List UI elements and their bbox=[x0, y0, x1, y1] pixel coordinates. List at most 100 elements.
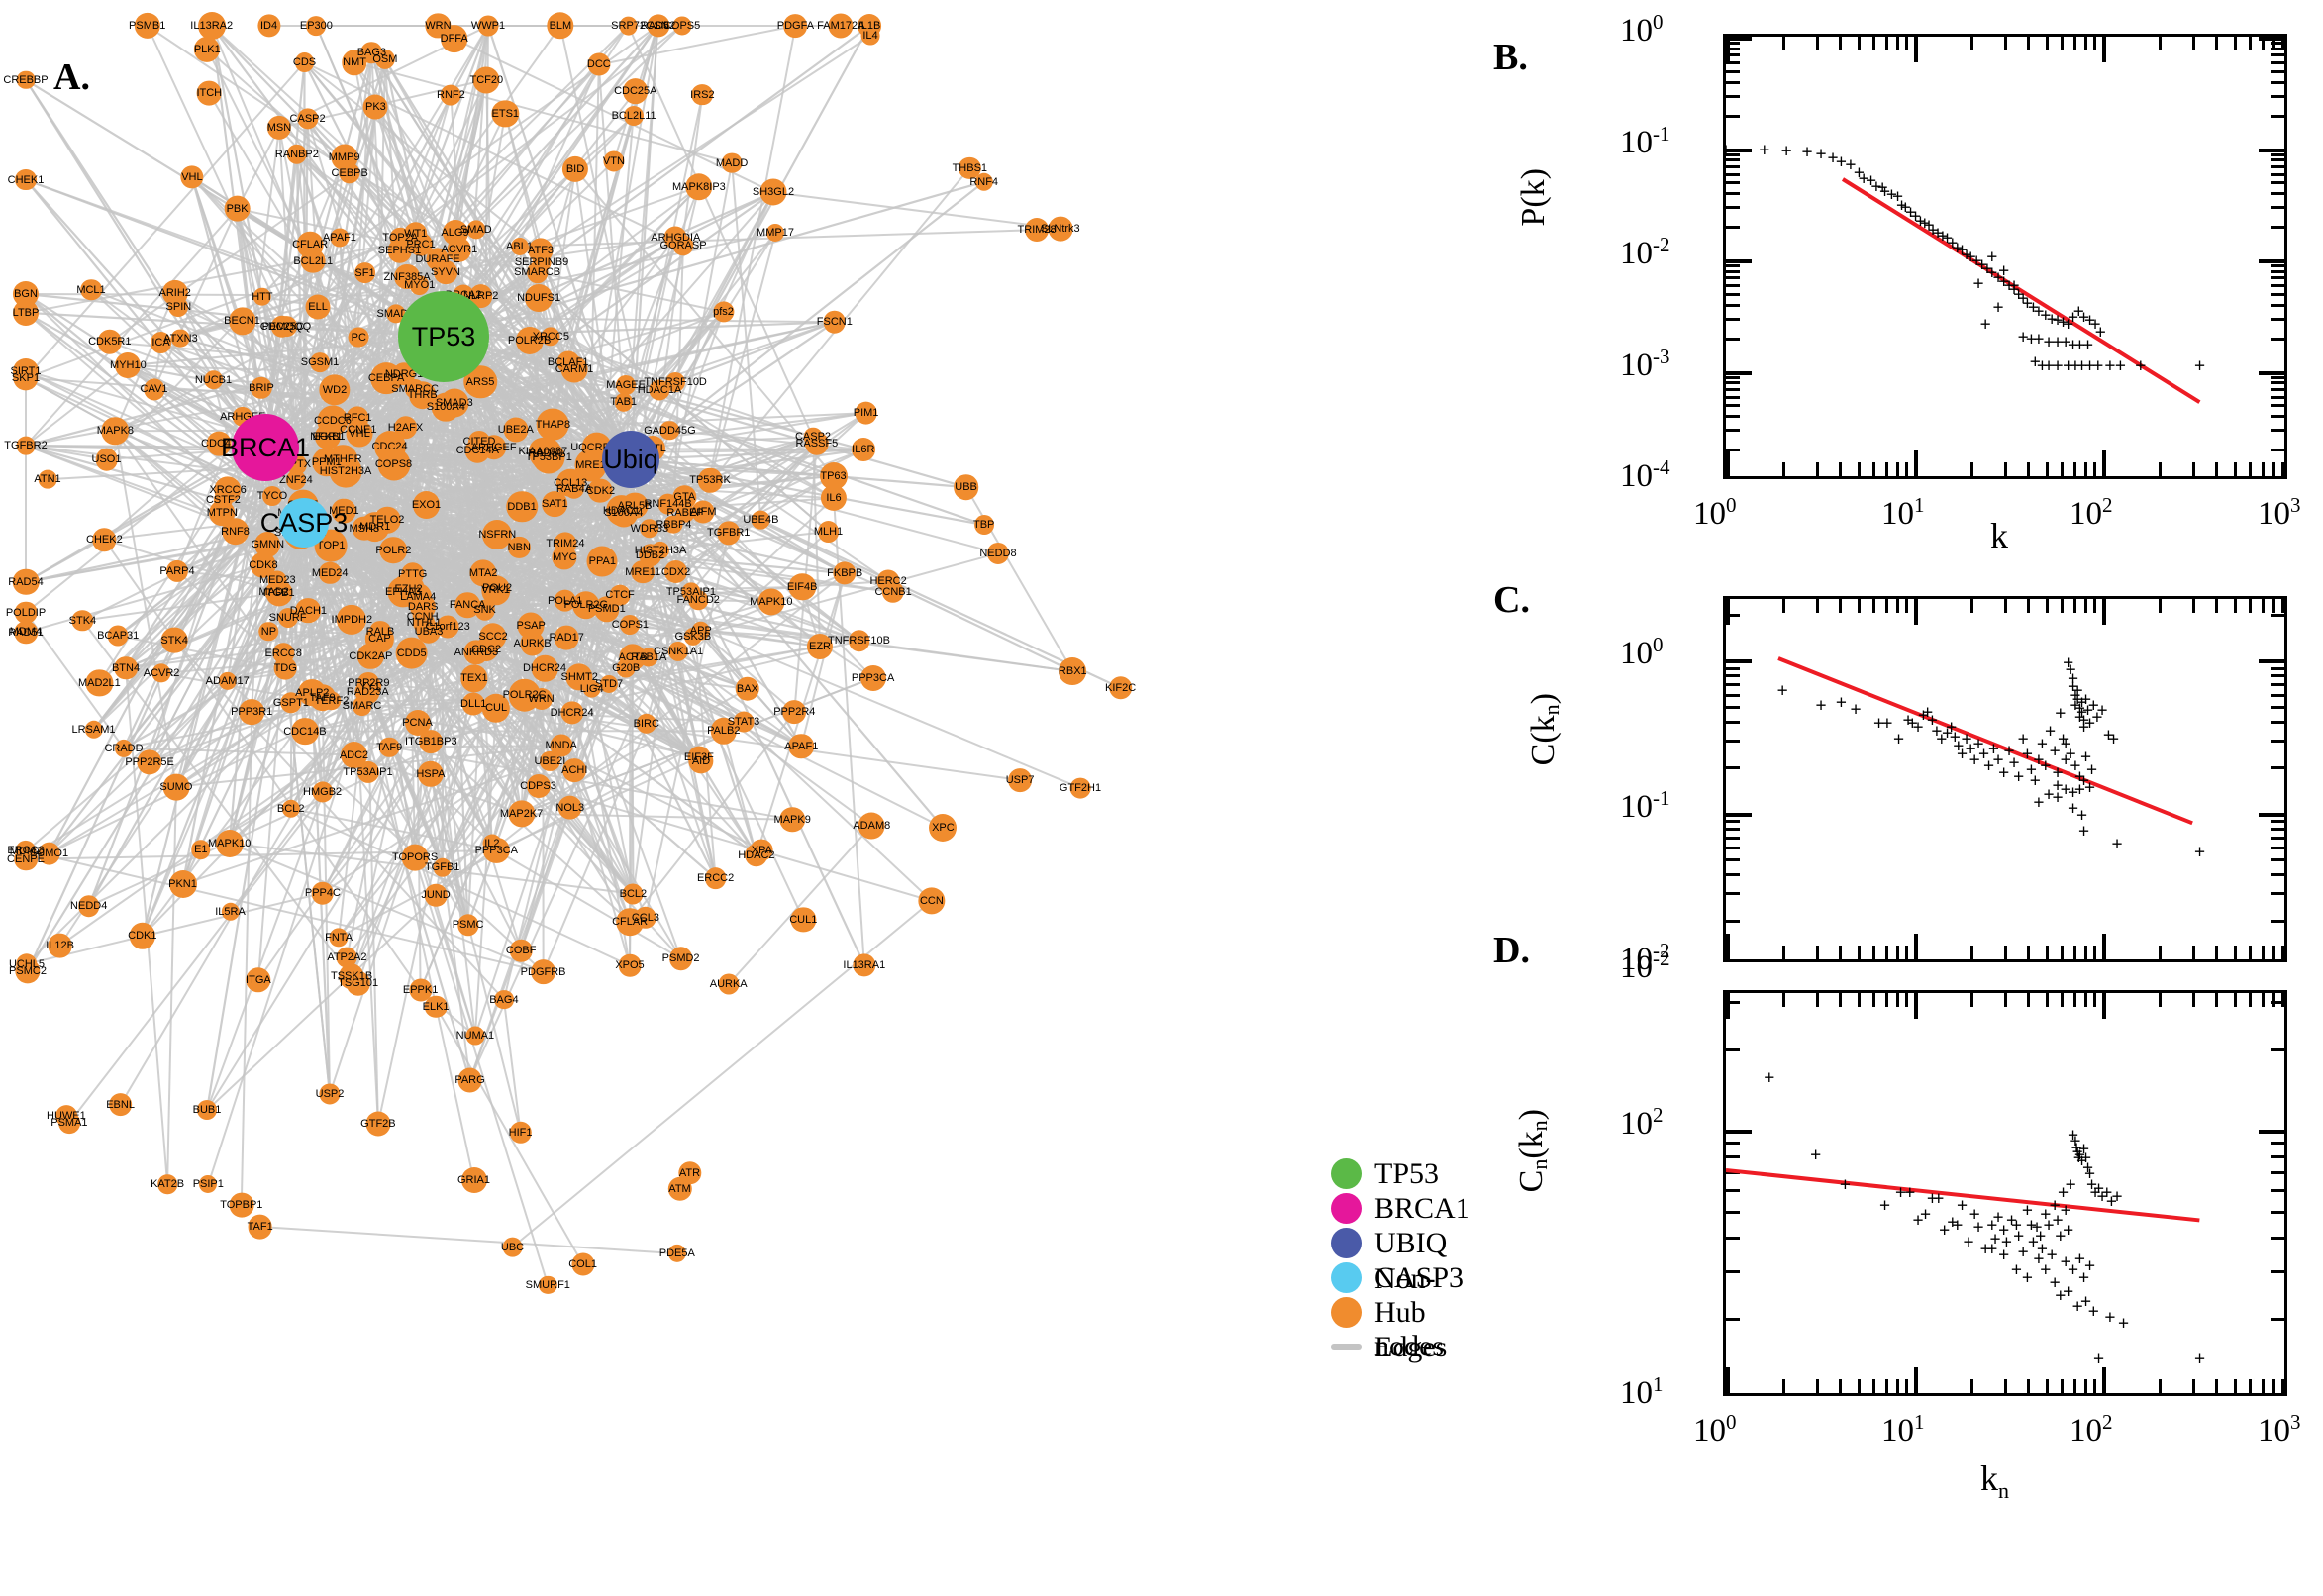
network-node[interactable] bbox=[228, 307, 256, 336]
network-node[interactable] bbox=[614, 393, 633, 412]
network-node[interactable] bbox=[691, 83, 714, 106]
network-node[interactable] bbox=[783, 14, 808, 38]
network-node[interactable] bbox=[280, 691, 302, 714]
network-node[interactable] bbox=[392, 572, 425, 606]
network-node[interactable] bbox=[425, 13, 451, 39]
network-node[interactable] bbox=[503, 417, 529, 443]
network-node[interactable] bbox=[819, 461, 848, 490]
hub-node-ubiq[interactable]: Ubiq bbox=[602, 431, 659, 488]
network-node[interactable] bbox=[539, 1275, 557, 1295]
network-node[interactable] bbox=[191, 840, 211, 859]
network-node[interactable] bbox=[266, 115, 292, 141]
network-node[interactable] bbox=[526, 773, 551, 798]
network-node[interactable] bbox=[454, 592, 480, 618]
network-node[interactable] bbox=[160, 627, 188, 654]
network-node[interactable] bbox=[258, 621, 279, 642]
network-node[interactable] bbox=[563, 478, 585, 500]
network-node[interactable] bbox=[646, 14, 670, 38]
network-node[interactable] bbox=[817, 520, 840, 543]
network-node[interactable] bbox=[401, 844, 429, 871]
network-node[interactable] bbox=[281, 799, 300, 818]
network-node[interactable] bbox=[92, 528, 117, 551]
network-node[interactable] bbox=[329, 928, 349, 948]
network-node[interactable] bbox=[472, 66, 500, 93]
network-node[interactable] bbox=[587, 478, 613, 503]
network-node[interactable] bbox=[782, 700, 807, 725]
network-node[interactable] bbox=[250, 551, 277, 579]
network-node[interactable] bbox=[378, 737, 400, 757]
network-node[interactable] bbox=[752, 511, 770, 530]
network-node[interactable] bbox=[531, 654, 558, 682]
network-node[interactable] bbox=[710, 717, 737, 745]
network-node[interactable] bbox=[16, 70, 36, 90]
network-node[interactable] bbox=[603, 150, 625, 172]
network-node[interactable] bbox=[562, 757, 587, 782]
network-node[interactable] bbox=[848, 630, 870, 652]
network-node[interactable] bbox=[828, 13, 854, 39]
network-node[interactable] bbox=[620, 615, 641, 636]
network-node[interactable] bbox=[881, 580, 905, 604]
network-node[interactable] bbox=[16, 436, 36, 455]
network-node[interactable] bbox=[359, 512, 390, 543]
network-node[interactable] bbox=[318, 561, 342, 585]
network-node[interactable] bbox=[634, 906, 657, 930]
network-node[interactable] bbox=[636, 713, 656, 734]
network-node[interactable] bbox=[622, 78, 649, 105]
network-node[interactable] bbox=[918, 887, 946, 915]
network-node[interactable] bbox=[461, 692, 485, 716]
network-node[interactable] bbox=[571, 1252, 595, 1276]
network-node[interactable] bbox=[717, 521, 741, 545]
network-node[interactable] bbox=[718, 973, 740, 995]
network-node[interactable] bbox=[134, 12, 160, 40]
network-node[interactable] bbox=[457, 1067, 482, 1093]
network-node[interactable] bbox=[77, 895, 100, 918]
network-node[interactable] bbox=[685, 172, 713, 201]
network-node[interactable] bbox=[609, 498, 639, 528]
network-node[interactable] bbox=[38, 842, 60, 865]
network-node[interactable] bbox=[436, 615, 459, 639]
network-node[interactable] bbox=[506, 490, 538, 523]
network-node[interactable] bbox=[554, 589, 577, 613]
network-node[interactable] bbox=[346, 406, 369, 430]
network-node[interactable] bbox=[206, 431, 232, 456]
network-node[interactable] bbox=[474, 637, 499, 661]
network-node[interactable] bbox=[691, 500, 715, 524]
network-node[interactable] bbox=[508, 536, 531, 559]
network-node[interactable] bbox=[456, 914, 479, 937]
network-node[interactable] bbox=[370, 362, 402, 395]
network-node[interactable] bbox=[339, 963, 364, 990]
network-node[interactable] bbox=[790, 907, 816, 933]
network-node[interactable] bbox=[1069, 777, 1091, 799]
network-node[interactable] bbox=[649, 379, 670, 401]
network-node[interactable] bbox=[84, 720, 103, 739]
network-node[interactable] bbox=[735, 676, 760, 701]
network-node[interactable] bbox=[13, 357, 39, 384]
network-node[interactable] bbox=[683, 628, 702, 647]
network-node[interactable] bbox=[12, 568, 40, 596]
network-node[interactable] bbox=[668, 947, 693, 970]
network-node[interactable] bbox=[214, 476, 242, 504]
network-node[interactable] bbox=[704, 867, 727, 889]
network-node[interactable] bbox=[759, 178, 787, 206]
network-node[interactable] bbox=[97, 330, 123, 354]
network-node[interactable] bbox=[663, 226, 687, 249]
network-node[interactable] bbox=[466, 219, 486, 240]
network-node[interactable] bbox=[248, 1214, 273, 1240]
network-node[interactable] bbox=[507, 800, 536, 828]
network-node[interactable] bbox=[14, 601, 38, 625]
network-node[interactable] bbox=[256, 14, 281, 38]
network-node[interactable] bbox=[586, 546, 618, 577]
network-node[interactable] bbox=[306, 16, 327, 36]
network-node[interactable] bbox=[229, 1192, 254, 1218]
network-node[interactable] bbox=[215, 829, 244, 857]
network-node[interactable] bbox=[526, 261, 549, 283]
network-node[interactable] bbox=[550, 734, 573, 757]
network-node[interactable] bbox=[12, 280, 40, 308]
network-node[interactable] bbox=[261, 486, 282, 507]
network-node[interactable] bbox=[663, 559, 688, 584]
network-node[interactable] bbox=[565, 663, 593, 691]
network-node[interactable] bbox=[408, 381, 437, 409]
network-node[interactable] bbox=[48, 933, 72, 958]
network-node[interactable] bbox=[491, 99, 519, 128]
network-node[interactable] bbox=[71, 610, 94, 632]
